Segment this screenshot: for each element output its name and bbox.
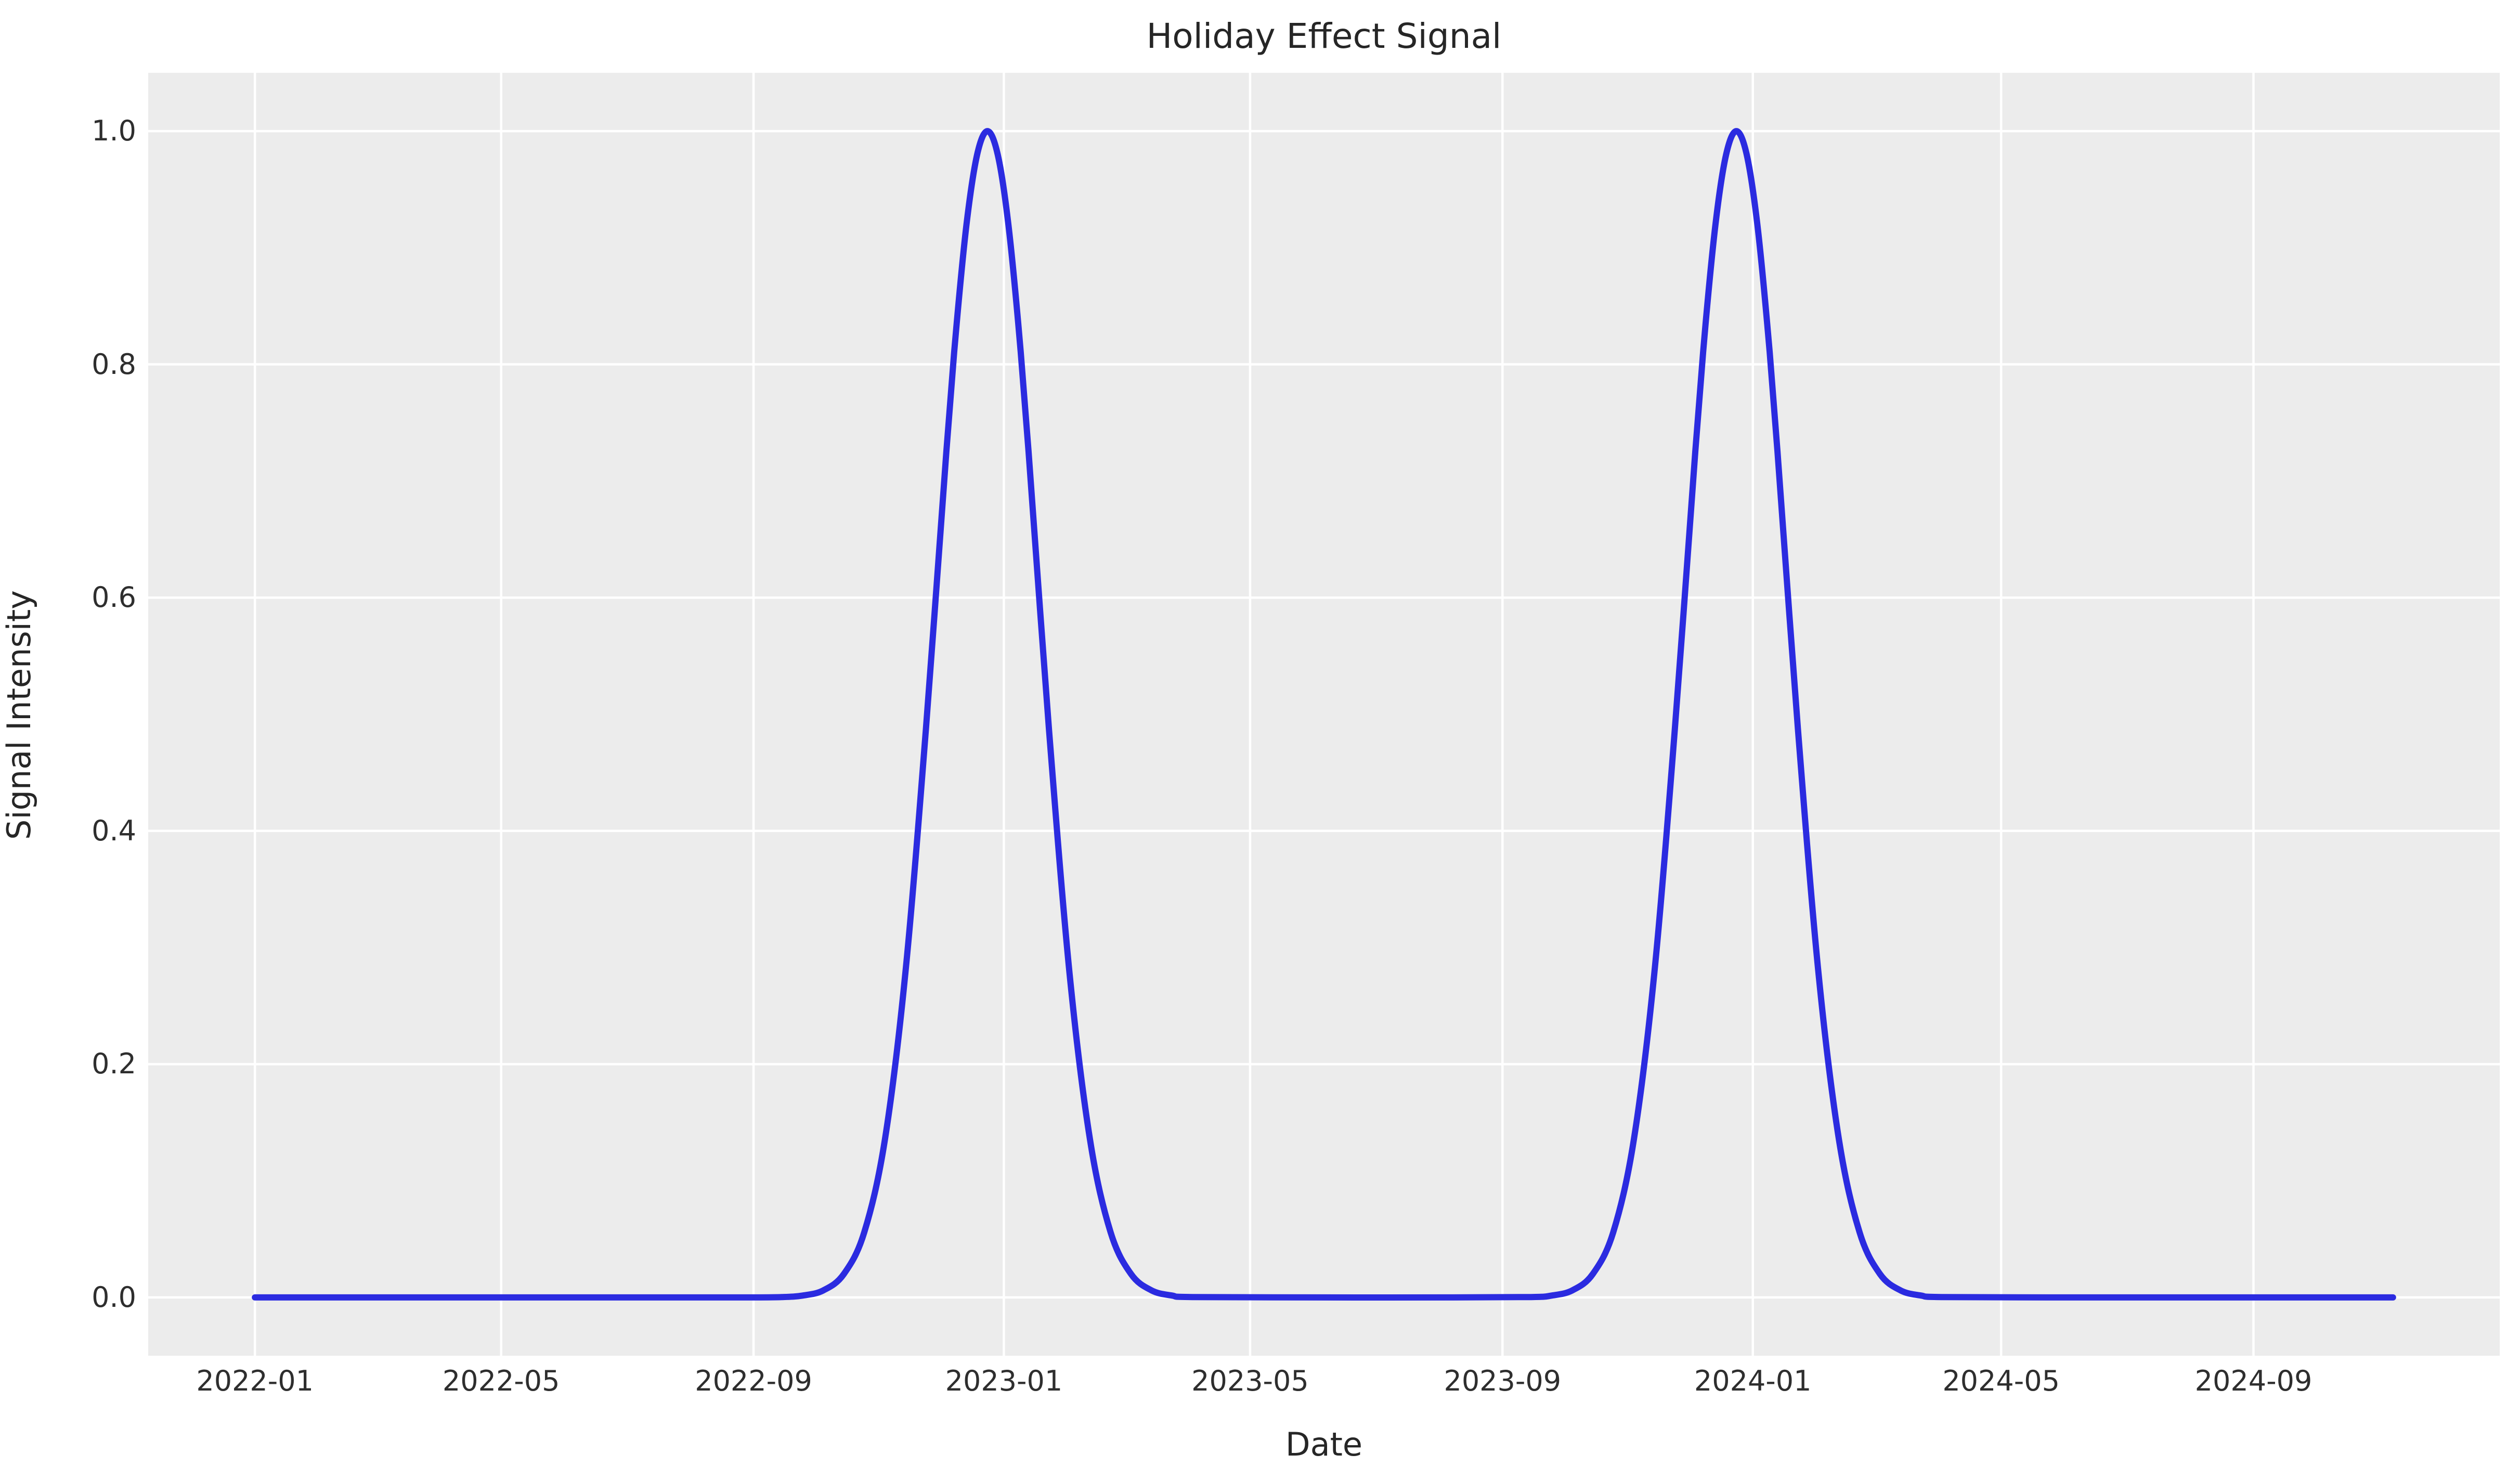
series-line bbox=[252, 128, 2396, 1301]
x-tick-label: 2023-01 bbox=[945, 1365, 1063, 1397]
x-tick-label: 2022-09 bbox=[695, 1365, 812, 1397]
x-axis-label: Date bbox=[1285, 1425, 1363, 1463]
y-tick-label: 0.2 bbox=[92, 1047, 136, 1081]
plot-canvas bbox=[148, 73, 2500, 1356]
y-axis-label: Signal Intensity bbox=[0, 590, 38, 840]
y-tick-label: 0.4 bbox=[92, 814, 136, 847]
x-tick-label: 2023-05 bbox=[1191, 1365, 1309, 1397]
x-tick-label: 2023-09 bbox=[1444, 1365, 1562, 1397]
chart-title: Holiday Effect Signal bbox=[1146, 16, 1502, 56]
x-tick-label: 2022-01 bbox=[196, 1365, 314, 1397]
y-tick-label: 0.0 bbox=[92, 1280, 136, 1314]
y-tick-label: 0.6 bbox=[92, 581, 136, 614]
x-tick-label: 2024-09 bbox=[2194, 1365, 2313, 1397]
y-tick-label: 1.0 bbox=[92, 114, 136, 148]
x-tick-label: 2024-01 bbox=[1694, 1365, 1812, 1397]
plot-area bbox=[148, 73, 2500, 1356]
y-tick-label: 0.8 bbox=[92, 347, 136, 381]
x-tick-label: 2022-05 bbox=[442, 1365, 560, 1397]
x-tick-label: 2024-05 bbox=[1942, 1365, 2060, 1397]
